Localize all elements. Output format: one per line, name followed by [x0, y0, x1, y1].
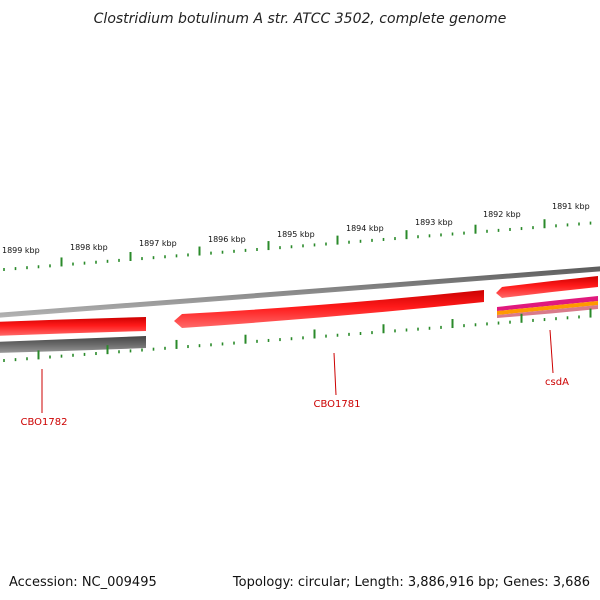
kbp-label: 1897 kbp	[139, 239, 177, 248]
kbp-label: 1896 kbp	[208, 235, 246, 244]
gene-label-CBO1782[interactable]: CBO1782	[21, 417, 68, 428]
gene-label-CBO1781[interactable]: CBO1781	[314, 399, 361, 410]
accession-label: Accession: NC_009495	[9, 575, 157, 590]
outer-tick-row	[3, 219, 592, 271]
gene-label-csdA[interactable]: csdA	[545, 377, 569, 388]
map-title: Clostridium botulinum A str. ATCC 3502, …	[94, 11, 507, 27]
csdA-orange-feature	[497, 301, 598, 315]
kbp-label: 1895 kbp	[277, 230, 315, 239]
leader-line-CBO1781	[333, 352, 337, 396]
kbp-label: 1891 kbp	[552, 202, 590, 211]
summary-label: Topology: circular; Length: 3,886,916 bp…	[232, 575, 590, 590]
kbp-label: 1899 kbp	[2, 246, 40, 255]
gene-CBO1781-arrow-icon[interactable]	[174, 290, 484, 328]
kbp-label: 1898 kbp	[70, 243, 108, 252]
gene-CBO1782-arrow-icon[interactable]	[0, 317, 146, 336]
gene-csdA-arrow-icon[interactable]	[496, 276, 598, 298]
csdA-magenta-feature	[497, 296, 598, 311]
kbp-label: 1893 kbp	[415, 218, 453, 227]
kbp-label: 1892 kbp	[483, 210, 521, 219]
kbp-label-row: 1899 kbp 1898 kbp 1897 kbp 1896 kbp 1895…	[2, 202, 590, 255]
leader-line-csdA	[549, 329, 554, 374]
reverse-backbone-arc	[0, 336, 146, 353]
forward-backbone-arc	[0, 266, 600, 318]
kbp-label: 1894 kbp	[346, 224, 384, 233]
inner-tick-row	[3, 308, 592, 362]
